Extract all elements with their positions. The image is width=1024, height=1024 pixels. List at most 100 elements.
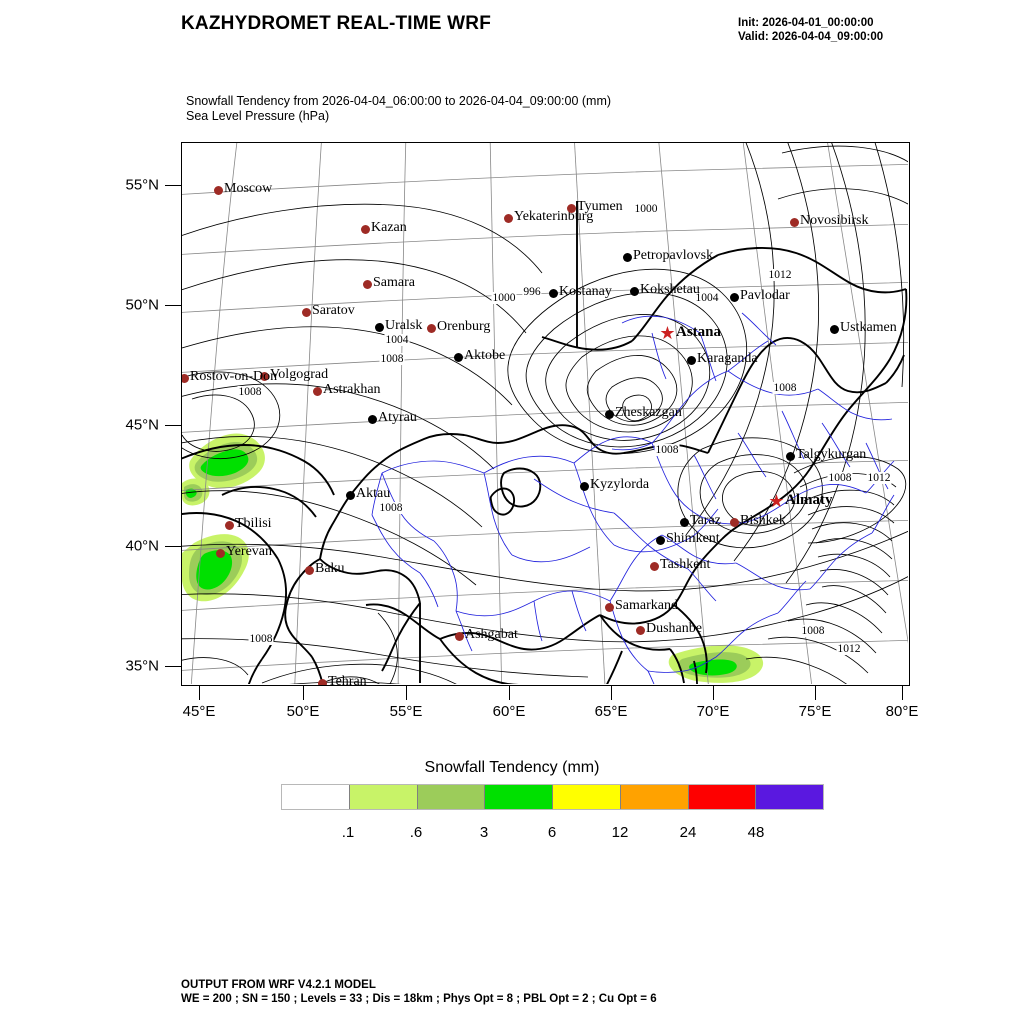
- city-label: Almaty: [785, 492, 833, 508]
- city-dot-icon: [686, 355, 696, 365]
- city-dot-icon: [301, 307, 311, 317]
- isobars: [182, 143, 908, 684]
- city-dot-icon: [304, 565, 314, 575]
- colorbar-tick-label: .6: [409, 824, 423, 841]
- lon-label: 65°E: [594, 703, 628, 720]
- city-dot-icon: [453, 352, 463, 362]
- city-dot-icon: [224, 520, 234, 530]
- city-dot-icon: [503, 213, 513, 223]
- colorbar-segment: [416, 785, 485, 809]
- colorbar-tick-label: 6: [547, 824, 557, 841]
- city-label: Aktau: [356, 486, 391, 501]
- city-label: Novosibirsk: [800, 213, 869, 228]
- weather-map[interactable]: 1000 1012 1000 996 1004 1004 1008 1008 1008 1008 1…: [181, 142, 910, 686]
- lon-tick: [902, 686, 903, 700]
- city-label: Ashgabat: [465, 627, 518, 642]
- city-label: Kyzylorda: [590, 477, 650, 492]
- city-dot-icon: [548, 288, 558, 298]
- city-dot-icon: [454, 631, 464, 641]
- colorbar-tick-label: .1: [341, 824, 355, 841]
- lon-tick: [509, 686, 510, 700]
- footer-model-line: OUTPUT FROM WRF V4.2.1 MODEL: [181, 979, 376, 991]
- city-dot-icon: [789, 217, 799, 227]
- caption-snowfall-line: Snowfall Tendency from 2026-04-04_06:00:…: [186, 94, 612, 108]
- city-label: Atyrau: [378, 410, 417, 425]
- city-dot-icon: [579, 481, 589, 491]
- lat-label: 45°N: [125, 416, 159, 434]
- colorbar-tick-label: 3: [479, 824, 489, 841]
- lat-label: 40°N: [125, 537, 159, 555]
- lon-label: 45°E: [182, 703, 216, 720]
- isobar-value-label: 1004: [384, 334, 410, 346]
- isobar-value-label: 1012: [767, 269, 793, 281]
- model-output-footer: OUTPUT FROM WRF V4.2.1 MODEL WE = 200 ; …: [181, 978, 657, 1006]
- city-dot-icon: [729, 517, 739, 527]
- lat-tick: [165, 305, 181, 306]
- city-label: Ustkamen: [840, 320, 897, 335]
- lon-label: 50°E: [286, 703, 320, 720]
- city-label: Kazan: [371, 220, 407, 235]
- colorbar: [281, 784, 824, 810]
- colorbar-tick-label: 12: [611, 824, 629, 841]
- city-dot-icon: [312, 386, 322, 396]
- model-run-info: Init: 2026-04-01_00:00:00 Valid: 2026-04…: [738, 16, 883, 44]
- isobar-value-label: 1008: [237, 386, 263, 398]
- colorbar-tick-label: 48: [747, 824, 765, 841]
- city-dot-icon: [182, 373, 189, 383]
- lon-label: 70°E: [696, 703, 730, 720]
- colorbar-segment: [619, 785, 688, 809]
- lon-tick: [713, 686, 714, 700]
- colorbar-segment: [687, 785, 756, 809]
- city-label: Kokshetau: [640, 282, 700, 297]
- city-label: Tbilisi: [235, 516, 272, 531]
- city-label: Samarkand: [615, 598, 678, 613]
- city-label: Samara: [373, 275, 415, 290]
- isobar-value-label: 1008: [654, 444, 680, 456]
- isobar-value-label: 1012: [866, 472, 892, 484]
- city-dot-icon: [655, 535, 665, 545]
- city-dot-icon: [785, 451, 795, 461]
- isobar-value-label: 1008: [800, 625, 826, 637]
- country-borders: [182, 200, 908, 684]
- field-caption: Snowfall Tendency from 2026-04-04_06:00:…: [186, 94, 611, 124]
- colorbar-tick-label: 24: [679, 824, 697, 841]
- city-label: Karaganda: [697, 351, 758, 366]
- city-dot-icon: [345, 490, 355, 500]
- city-label: Yekaterinburg: [514, 209, 594, 224]
- admin-boundaries: [371, 312, 895, 684]
- lon-tick: [815, 686, 816, 700]
- page-title: KAZHYDROMET REAL-TIME WRF: [181, 13, 492, 34]
- city-dot-icon: [213, 185, 223, 195]
- city-dot-icon: [317, 678, 327, 685]
- city-dot-icon: [362, 279, 372, 289]
- lon-tick: [303, 686, 304, 700]
- lat-tick: [165, 425, 181, 426]
- city-dot-icon: [729, 292, 739, 302]
- lat-label: 35°N: [125, 657, 159, 675]
- city-dot-icon: [635, 625, 645, 635]
- city-label: Saratov: [312, 303, 355, 318]
- city-dot-icon: [679, 517, 689, 527]
- city-dot-icon: [215, 548, 225, 558]
- city-dot-icon: [566, 203, 576, 213]
- init-time-label: Init: 2026-04-01_00:00:00: [738, 17, 874, 29]
- isobar-value-label: 1008: [772, 382, 798, 394]
- city-dot-icon: [259, 371, 269, 381]
- isobar-value-label: 1008: [378, 502, 404, 514]
- lon-tick: [611, 686, 612, 700]
- city-label: Astrakhan: [323, 382, 381, 397]
- lat-tick: [165, 546, 181, 547]
- city-label: Kostanay: [559, 284, 612, 299]
- city-label: Orenburg: [437, 319, 491, 334]
- city-label: Zheskazgan: [615, 405, 682, 420]
- colorbar-segment: [755, 785, 823, 809]
- city-dot-icon: [604, 409, 614, 419]
- isobar-value-label: 1004: [694, 292, 720, 304]
- isobar-value-label: 1000: [633, 203, 659, 215]
- lon-label: 55°E: [389, 703, 423, 720]
- capital-star-icon: ★: [659, 323, 676, 343]
- city-label: Tehran: [328, 674, 367, 686]
- city-label: Yerevan: [226, 544, 273, 559]
- city-dot-icon: [604, 602, 614, 612]
- lat-label: 50°N: [125, 296, 159, 314]
